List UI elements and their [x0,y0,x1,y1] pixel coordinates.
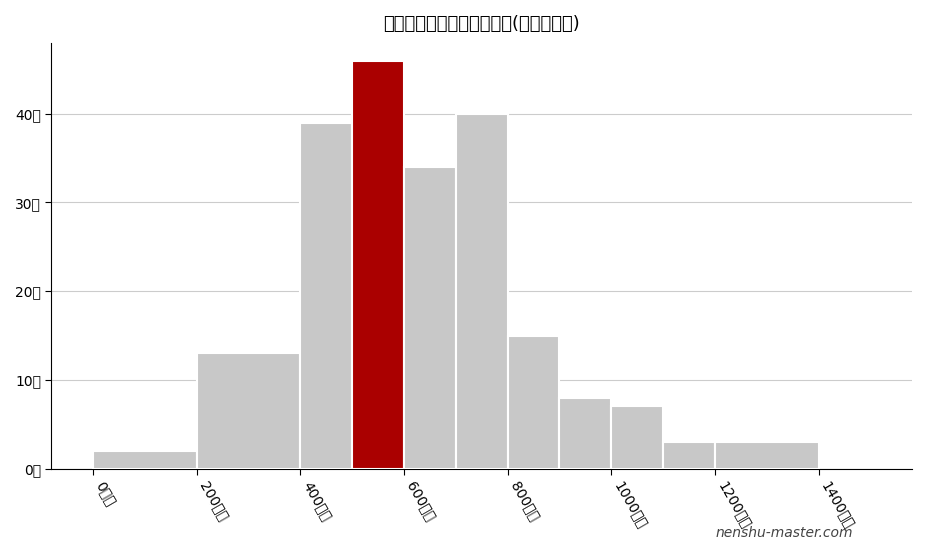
Bar [560,398,611,468]
Bar [404,167,456,468]
Bar [663,442,715,468]
Text: nenshu-master.com: nenshu-master.com [716,526,853,540]
Bar [93,451,197,468]
Bar [197,353,300,468]
Bar [300,123,352,468]
Bar [611,407,663,468]
Title: 岐阜造園の年収ポジション(不動産業内): 岐阜造園の年収ポジション(不動産業内) [384,15,580,33]
Bar [456,114,508,468]
Bar [715,442,819,468]
Bar [508,335,560,468]
Bar [352,61,404,468]
